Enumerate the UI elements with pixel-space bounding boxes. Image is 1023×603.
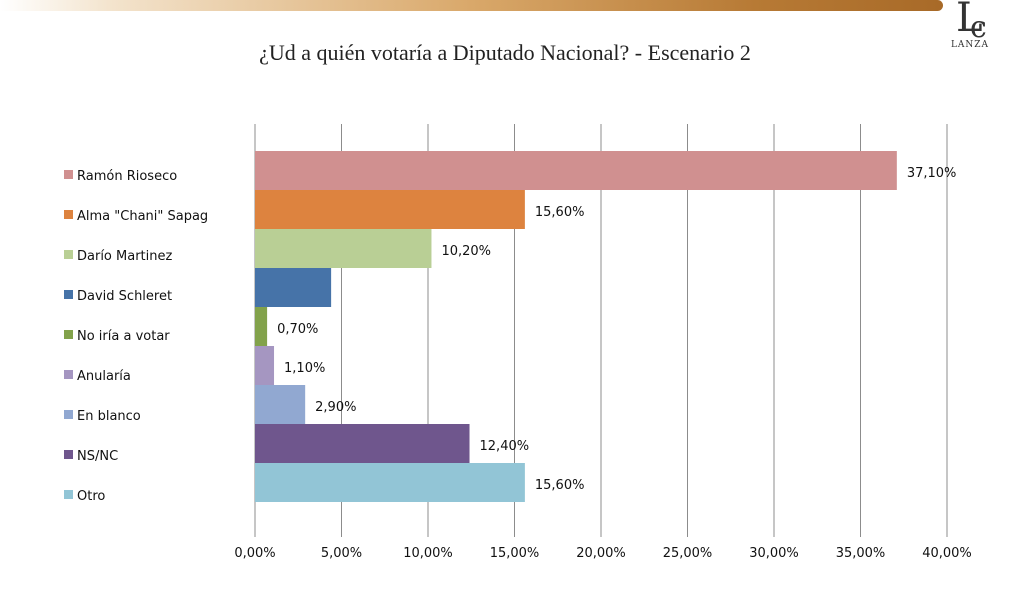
- data-label: 10,20%: [441, 244, 491, 259]
- data-label: 15,60%: [535, 478, 585, 493]
- bars: [255, 151, 897, 502]
- bar: [255, 151, 897, 190]
- x-tick-label: 10,00%: [403, 546, 453, 561]
- legend-label: NS/NC: [77, 449, 118, 464]
- legend-swatch: [64, 170, 73, 179]
- legend-label: En blanco: [77, 409, 141, 424]
- logo-name: LANZA: [950, 40, 990, 50]
- bar: [255, 229, 432, 268]
- bar: [255, 463, 525, 502]
- data-labels: 37,10% 15,60% 10,20% 0,70% 1,10% 2,90% 12,40% 1…: [277, 166, 956, 493]
- data-label: 12,40%: [480, 439, 530, 454]
- legend: Ramón Rioseco Alma "Chani" Sapag Darío Mar…: [64, 169, 208, 504]
- legend-swatch: [64, 410, 73, 419]
- legend-swatch: [64, 370, 73, 379]
- bar: [255, 190, 525, 229]
- x-tick-label: 25,00%: [663, 546, 713, 561]
- legend-label: David Schleret: [77, 289, 172, 304]
- legend-label: Otro: [77, 489, 105, 504]
- legend-label: Darío Martinez: [77, 249, 172, 264]
- legend-label: Ramón Rioseco: [77, 169, 177, 184]
- x-tick-label: 40,00%: [922, 546, 972, 561]
- data-label: 37,10%: [907, 166, 957, 181]
- legend-label: Anularía: [77, 369, 131, 384]
- x-tick-label: 35,00%: [836, 546, 886, 561]
- x-tick-label: 5,00%: [321, 546, 362, 561]
- bar: [255, 268, 332, 307]
- bar: [255, 346, 275, 385]
- bar: [255, 385, 306, 424]
- data-label: 15,60%: [535, 205, 585, 220]
- legend-swatch: [64, 490, 73, 499]
- x-tick-label: 15,00%: [490, 546, 540, 561]
- data-label: 2,90%: [315, 400, 356, 415]
- legend-swatch: [64, 330, 73, 339]
- x-tick-label: 20,00%: [576, 546, 626, 561]
- chart-title: ¿Ud a quién votaría a Diputado Nacional?…: [259, 40, 751, 65]
- legend-label: Alma "Chani" Sapag: [77, 209, 208, 224]
- header-gradient-bar: [0, 0, 943, 11]
- x-tick-label: 0,00%: [234, 546, 275, 561]
- bar: [255, 424, 470, 463]
- x-tick-label: 30,00%: [749, 546, 799, 561]
- data-label: 1,10%: [284, 361, 325, 376]
- bar: [255, 307, 268, 346]
- legend-swatch: [64, 250, 73, 259]
- tick-labels: 0,00% 5,00% 10,00% 15,00% 20,00% 25,00% 30,00%…: [234, 546, 971, 561]
- legend-swatch: [64, 290, 73, 299]
- legend-swatch: [64, 210, 73, 219]
- data-label: 0,70%: [277, 322, 318, 337]
- legend-label: No iría a votar: [77, 329, 170, 344]
- legend-swatch: [64, 450, 73, 459]
